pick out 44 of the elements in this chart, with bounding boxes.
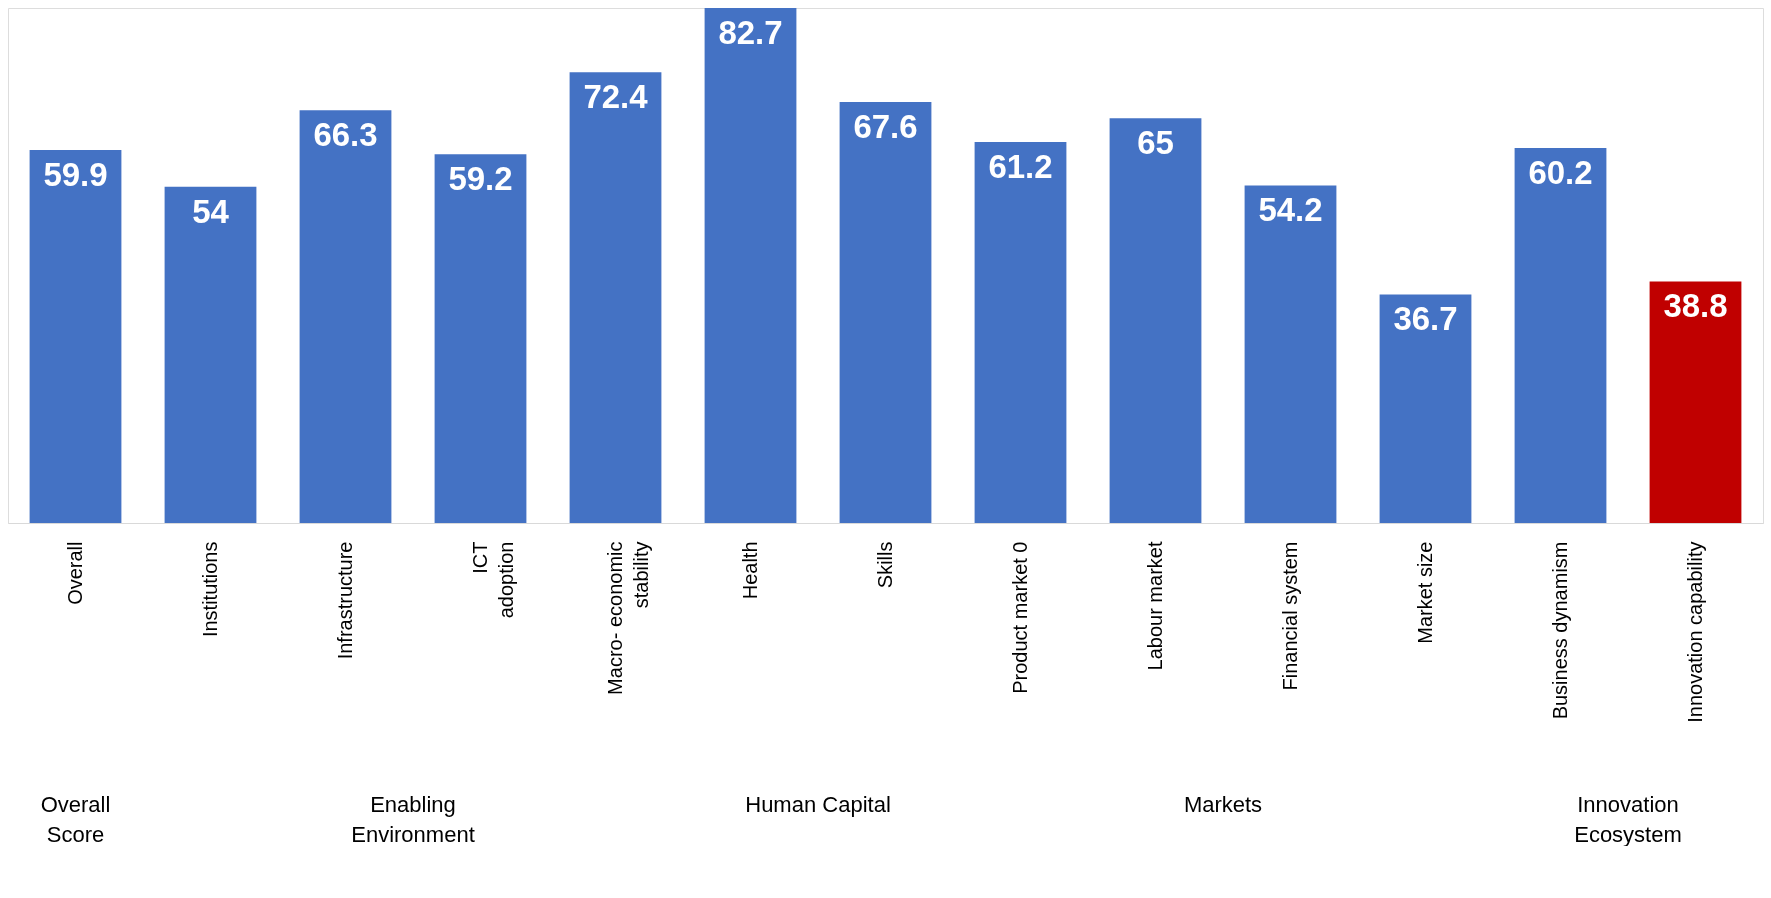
data-label: 54.2 [1258, 191, 1323, 229]
data-label: 72.4 [583, 78, 649, 116]
bar [974, 141, 1067, 523]
text: Human Capital [745, 792, 891, 817]
data-label: 54 [192, 192, 230, 230]
data-label: 65 [1137, 124, 1174, 162]
data-label: 66.3 [313, 116, 378, 154]
bar [1514, 148, 1607, 523]
x-tick-label: Overall [63, 541, 86, 605]
x-tick-label: Health [738, 541, 761, 600]
x-tick-label: Institutions [198, 541, 221, 638]
x-tick-label: Labour market [1143, 541, 1166, 671]
text: Overall Score [40, 792, 111, 847]
x-tick-label: Market size [1413, 541, 1436, 644]
data-label: 60.2 [1528, 154, 1593, 192]
x-tick-label: Infrastructure [333, 541, 356, 660]
data-label: 38.8 [1663, 287, 1728, 325]
x-tick-label: Financial system [1278, 541, 1301, 691]
bar [164, 186, 257, 523]
data-label: 36.7 [1393, 300, 1458, 338]
bar [434, 154, 527, 523]
x-tick-label: Product market 0 [1008, 541, 1031, 694]
bar [1244, 185, 1337, 523]
data-label: 59.9 [43, 155, 108, 193]
bar [1379, 294, 1472, 523]
data-label: 61.2 [988, 147, 1053, 185]
bar [839, 102, 932, 523]
x-tick-label: Skills [873, 541, 896, 589]
data-label: 67.6 [853, 108, 918, 146]
x-tick-label: Innovation capability [1683, 541, 1706, 723]
data-label: 82.7 [718, 14, 783, 51]
text: Markets [1183, 792, 1263, 817]
bar [1649, 281, 1742, 523]
bar [1109, 118, 1202, 523]
bar [704, 8, 797, 523]
bar [299, 110, 392, 523]
data-label: 59.2 [448, 160, 513, 198]
x-tick-label: Macro- economic stability [603, 541, 652, 695]
x-tick-label: Business dynamism [1548, 541, 1571, 720]
x-tick-label: ICT adoption [468, 541, 517, 619]
text: Innovation Ecosystem [1574, 792, 1682, 847]
bar [29, 149, 122, 523]
text: Enabling Environment [351, 792, 475, 847]
bar [569, 72, 662, 523]
